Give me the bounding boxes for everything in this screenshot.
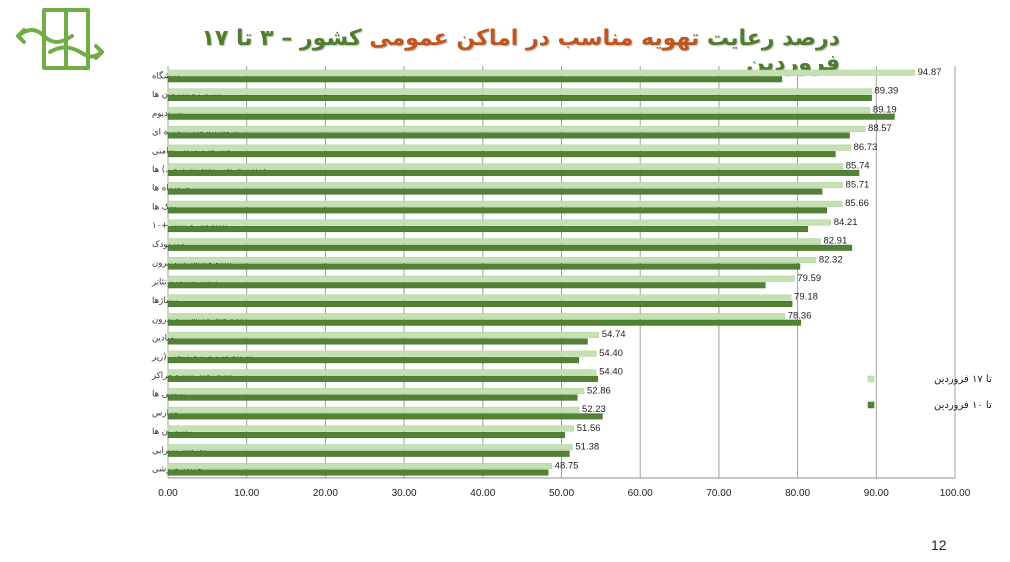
legend-label: تا ۱۷ فروردین: [934, 374, 992, 385]
category-label: استادیوم: [152, 109, 182, 119]
bar-series-17: [167, 257, 817, 264]
legend-swatch: [867, 401, 875, 409]
data-label: 48.75: [555, 460, 579, 471]
bar-series-17: [167, 182, 843, 189]
x-tick-label: 30.00: [392, 488, 417, 499]
data-label: 52.86: [587, 385, 611, 396]
title-part-3: کشور – ۳ تا ۱۷ فروردین: [201, 26, 840, 76]
bar-series-17: [167, 69, 915, 76]
data-label: 89.39: [874, 86, 898, 97]
bar-series-17: [167, 219, 831, 226]
bar-series-10: [167, 300, 793, 307]
category-label: کارگاه ها و صنایع کوچک (زیر: [151, 351, 255, 362]
data-label: 51.38: [575, 442, 599, 453]
x-tick-label: 60.00: [628, 488, 653, 499]
bar-series-17: [167, 163, 844, 170]
x-tick-label: 10.00: [234, 488, 259, 499]
page-number: 12: [931, 537, 947, 553]
bar-series-10: [167, 375, 598, 382]
bar-series-17: [167, 406, 580, 413]
bar-series-17: [167, 331, 600, 338]
bar-series-10: [167, 151, 836, 158]
x-tick-label: 0.00: [158, 488, 178, 499]
category-label: میادین: [152, 334, 174, 344]
bar-series-17: [167, 275, 795, 282]
x-tick-label: 50.00: [549, 488, 574, 499]
data-label: 85.66: [845, 198, 869, 209]
bar-series-10: [167, 188, 823, 195]
data-label: 54.74: [602, 329, 626, 340]
bar-series-10: [167, 432, 565, 439]
x-tick-label: 90.00: [864, 488, 889, 499]
data-label: 85.71: [846, 179, 870, 190]
category-label: مدارس: [152, 408, 178, 418]
bar-series-10: [167, 76, 783, 83]
data-label: 82.32: [819, 254, 843, 265]
data-label: 89.19: [873, 104, 897, 115]
bar-series-17: [167, 294, 792, 301]
bar-series-17: [167, 463, 552, 470]
bar-series-10: [167, 450, 570, 457]
x-tick-label: 100.00: [940, 488, 971, 499]
data-label: 85.74: [846, 161, 870, 172]
data-label: 86.73: [854, 142, 878, 153]
bar-series-10: [167, 113, 895, 120]
bar-series-10: [167, 469, 549, 476]
bar-series-10: [167, 338, 588, 345]
bar-series-17: [167, 369, 597, 376]
x-tick-label: 80.00: [785, 488, 810, 499]
legend-swatch: [867, 375, 875, 383]
bar-series-10: [167, 169, 860, 176]
data-label: 54.40: [599, 348, 623, 359]
chart-title: درصد رعایت تهویه مناسب در اماکن عمومی کش…: [140, 26, 840, 76]
x-tick-label: 70.00: [706, 488, 731, 499]
category-label: بانک ها: [152, 202, 177, 212]
bar-series-10: [167, 394, 578, 401]
bar-series-17: [167, 425, 575, 432]
data-label: 78.36: [788, 310, 812, 321]
bar-series-17: [167, 238, 821, 245]
bar-series-17: [167, 125, 866, 132]
category-label: فروشگاه های زنجیره ای: [152, 127, 238, 138]
bar-series-10: [167, 357, 580, 364]
data-label: 51.56: [577, 423, 601, 434]
x-tick-label: 40.00: [470, 488, 495, 499]
bar-series-10: [167, 132, 850, 139]
category-label: پاساژها: [152, 296, 178, 306]
bar-series-17: [167, 313, 785, 320]
bar-series-17: [167, 350, 597, 357]
bar-series-10: [167, 319, 801, 326]
x-tick-label: 20.00: [313, 488, 338, 499]
bar-series-10: [167, 226, 809, 233]
bar-series-17: [167, 388, 585, 395]
data-label: 79.18: [794, 292, 818, 303]
data-label: 94.87: [918, 67, 942, 78]
bar-series-17: [167, 144, 851, 151]
data-label: 82.91: [824, 236, 848, 247]
title-part-2: تهویه مناسب در اماکن عمومی: [369, 26, 700, 51]
category-label: دانشگاه: [152, 70, 180, 81]
bar-series-17: [167, 200, 843, 207]
bar-series-17: [167, 107, 871, 114]
data-label: 52.23: [582, 404, 606, 415]
bar-series-10: [167, 207, 827, 214]
data-label: 88.57: [868, 123, 892, 134]
bar-series-10: [167, 282, 766, 289]
data-label: 79.59: [797, 273, 821, 284]
category-label: فرودگاه ها: [152, 183, 190, 194]
data-label: 54.40: [599, 367, 623, 378]
logo-icon: [16, 8, 104, 70]
data-label: 84.21: [834, 217, 858, 228]
bar-series-10: [167, 94, 872, 101]
title-part-1: درصد رعایت: [699, 26, 840, 51]
bar-series-17: [167, 88, 872, 95]
bar-series-10: [167, 263, 801, 270]
legend-label: تا ۱۰ فروردین: [934, 400, 992, 411]
bar-series-10: [167, 413, 603, 420]
bar-series-17: [167, 444, 573, 451]
bar-series-10: [167, 244, 853, 251]
